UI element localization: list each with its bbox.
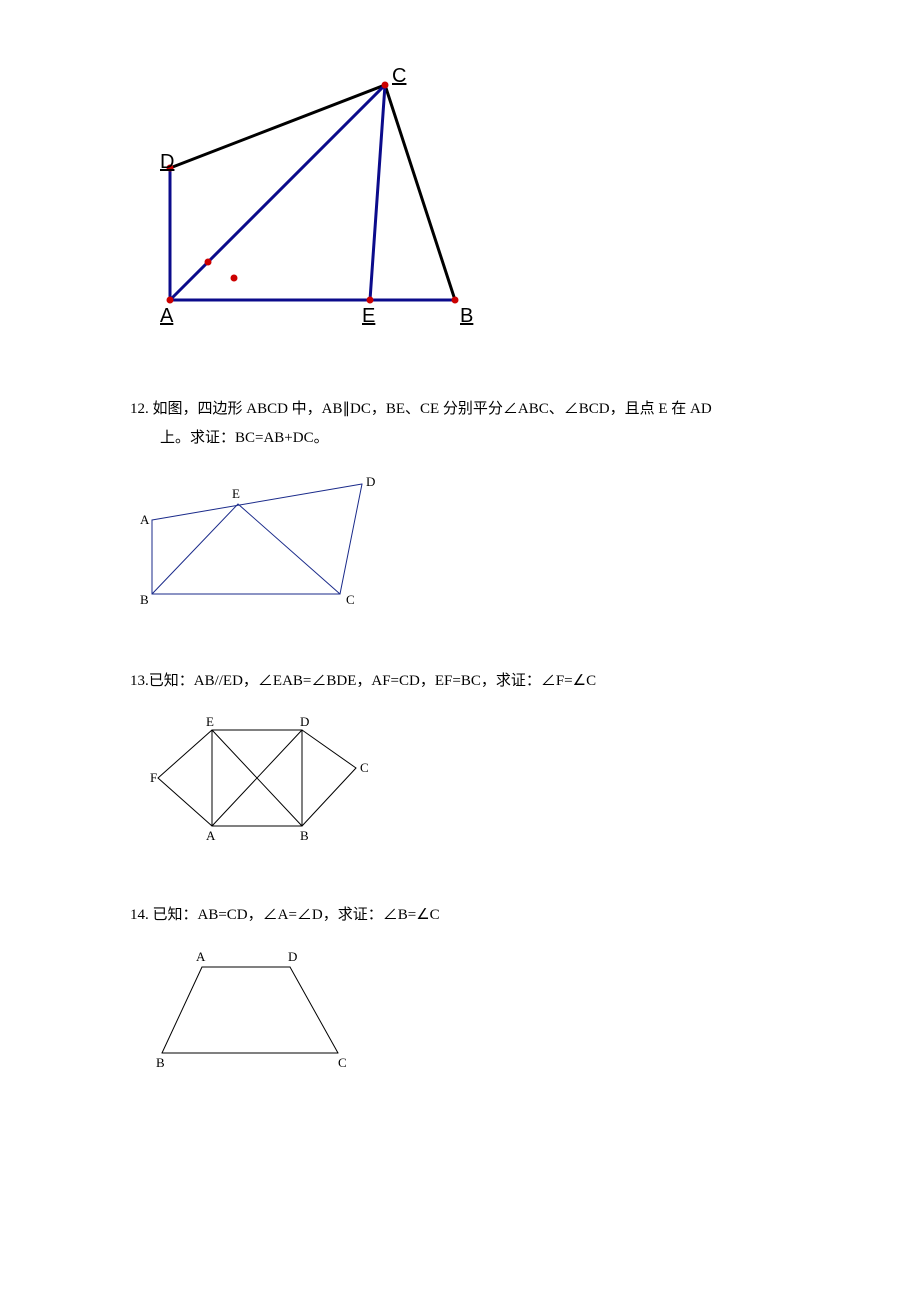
svg-text:B: B bbox=[460, 305, 473, 327]
problem-13-number: 13. bbox=[130, 673, 149, 689]
problem-12-line1: 如图，四边形 ABCD 中，AB∥DC，BE、CE 分别平分∠ABC、∠BCD，… bbox=[153, 401, 712, 417]
figure-14-svg: A D B C bbox=[150, 949, 360, 1069]
problem-14: 14. 已知：AB=CD，∠A=∠D，求证：∠B=∠C bbox=[130, 901, 800, 930]
svg-text:E: E bbox=[206, 716, 214, 729]
svg-text:C: C bbox=[346, 592, 355, 607]
problem-13-text: 13.已知：AB//ED，∠EAB=∠BDE，AF=CD，EF=BC，求证：∠F… bbox=[130, 667, 800, 696]
svg-text:A: A bbox=[196, 949, 206, 964]
svg-text:D: D bbox=[288, 949, 297, 964]
problem-13: 13.已知：AB//ED，∠EAB=∠BDE，AF=CD，EF=BC，求证：∠F… bbox=[130, 667, 800, 696]
figure-13: E D F C A B bbox=[150, 716, 800, 846]
figure-1-svg: A B C D E bbox=[130, 60, 490, 340]
svg-text:D: D bbox=[366, 474, 375, 489]
problem-14-text: 14. 已知：AB=CD，∠A=∠D，求证：∠B=∠C bbox=[130, 901, 800, 930]
svg-text:E: E bbox=[232, 486, 240, 501]
problem-14-number: 14. bbox=[130, 907, 149, 923]
problem-12-line2: 上。求证：BC=AB+DC。 bbox=[130, 424, 800, 453]
svg-text:C: C bbox=[338, 1055, 347, 1069]
svg-text:C: C bbox=[392, 65, 406, 87]
svg-text:B: B bbox=[300, 828, 309, 843]
svg-text:A: A bbox=[140, 512, 150, 527]
problem-12: 12. 如图，四边形 ABCD 中，AB∥DC，BE、CE 分别平分∠ABC、∠… bbox=[130, 395, 800, 452]
figure-12: A B C D E bbox=[140, 472, 800, 612]
svg-text:A: A bbox=[206, 828, 216, 843]
svg-text:B: B bbox=[156, 1055, 165, 1069]
svg-text:F: F bbox=[150, 770, 157, 785]
svg-text:B: B bbox=[140, 592, 149, 607]
figure-1: A B C D E bbox=[130, 60, 800, 340]
problem-12-text: 12. 如图，四边形 ABCD 中，AB∥DC，BE、CE 分别平分∠ABC、∠… bbox=[130, 395, 800, 424]
svg-text:A: A bbox=[160, 305, 174, 327]
figure-12-svg: A B C D E bbox=[140, 472, 380, 612]
svg-text:E: E bbox=[362, 305, 375, 327]
problem-13-body: 已知：AB//ED，∠EAB=∠BDE，AF=CD，EF=BC，求证：∠F=∠C bbox=[149, 673, 596, 689]
problem-14-body: 已知：AB=CD，∠A=∠D，求证：∠B=∠C bbox=[153, 907, 440, 923]
svg-text:D: D bbox=[160, 151, 174, 173]
figure-13-svg: E D F C A B bbox=[150, 716, 380, 846]
problem-12-number: 12. bbox=[130, 401, 149, 417]
figure-14: A D B C bbox=[150, 949, 800, 1069]
svg-text:C: C bbox=[360, 760, 369, 775]
svg-text:D: D bbox=[300, 716, 309, 729]
